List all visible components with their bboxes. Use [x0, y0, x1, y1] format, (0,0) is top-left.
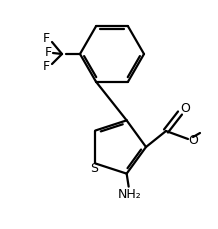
Text: O: O	[180, 103, 190, 115]
Text: O: O	[188, 134, 198, 147]
Text: F: F	[43, 32, 49, 44]
Text: NH₂: NH₂	[118, 188, 141, 201]
Text: S: S	[90, 162, 98, 175]
Text: F: F	[43, 60, 49, 74]
Text: F: F	[44, 46, 52, 58]
